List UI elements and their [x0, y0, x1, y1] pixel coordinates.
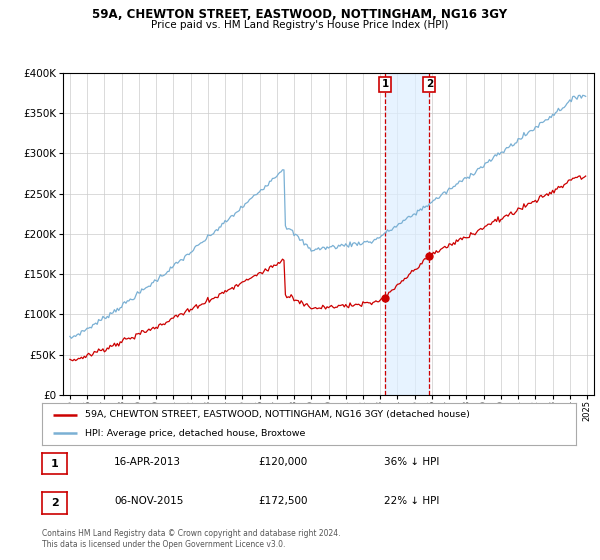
Text: 59A, CHEWTON STREET, EASTWOOD, NOTTINGHAM, NG16 3GY: 59A, CHEWTON STREET, EASTWOOD, NOTTINGHA… — [92, 8, 508, 21]
Text: 59A, CHEWTON STREET, EASTWOOD, NOTTINGHAM, NG16 3GY (detached house): 59A, CHEWTON STREET, EASTWOOD, NOTTINGHA… — [85, 410, 470, 419]
Text: Contains HM Land Registry data © Crown copyright and database right 2024.
This d: Contains HM Land Registry data © Crown c… — [42, 529, 341, 549]
Text: 36% ↓ HPI: 36% ↓ HPI — [384, 457, 439, 467]
Text: 2: 2 — [425, 80, 433, 89]
Text: HPI: Average price, detached house, Broxtowe: HPI: Average price, detached house, Brox… — [85, 429, 305, 438]
Text: Price paid vs. HM Land Registry's House Price Index (HPI): Price paid vs. HM Land Registry's House … — [151, 20, 449, 30]
Text: 16-APR-2013: 16-APR-2013 — [114, 457, 181, 467]
Text: 1: 1 — [51, 459, 58, 469]
Text: 2: 2 — [51, 498, 58, 508]
Text: 22% ↓ HPI: 22% ↓ HPI — [384, 496, 439, 506]
Text: 1: 1 — [382, 80, 389, 89]
Bar — [385, 73, 429, 395]
Text: £172,500: £172,500 — [258, 496, 308, 506]
Text: £120,000: £120,000 — [258, 457, 307, 467]
Text: 06-NOV-2015: 06-NOV-2015 — [114, 496, 184, 506]
